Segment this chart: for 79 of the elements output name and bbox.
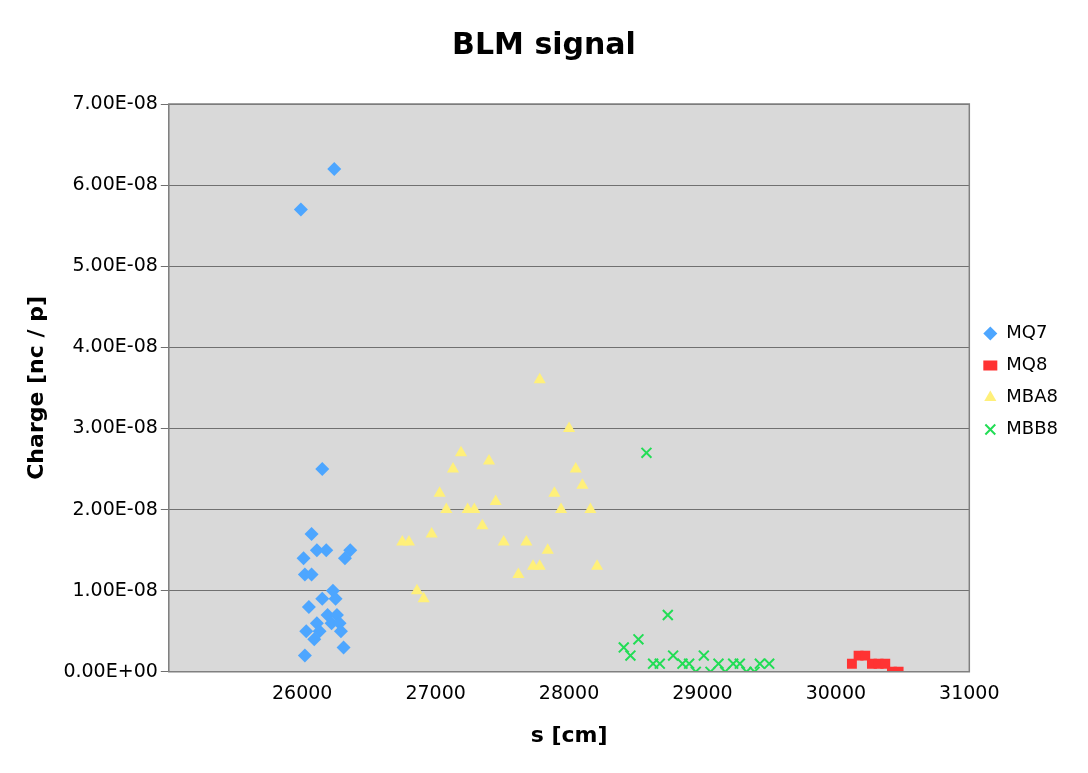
point: [440, 502, 453, 514]
point: [555, 502, 568, 514]
point: [683, 657, 696, 670]
point: [640, 446, 653, 459]
x-tick-label: 31000: [939, 681, 1000, 704]
y-tick-label: 0.00E+00: [63, 658, 158, 681]
point: [315, 591, 330, 606]
point: [676, 657, 689, 670]
point: [343, 543, 358, 558]
point: [584, 502, 597, 514]
point: [319, 543, 334, 558]
point: [712, 657, 725, 670]
point: [309, 543, 324, 558]
point: [304, 526, 319, 541]
point: [617, 641, 630, 654]
point: [591, 559, 604, 570]
point: [433, 486, 446, 497]
y-tick-label: 1.00E-08: [72, 577, 158, 600]
point: [653, 657, 666, 670]
point: [533, 372, 546, 384]
point: [482, 453, 496, 465]
point: [336, 640, 351, 655]
x-tick-label: 29000: [672, 681, 733, 704]
point: [425, 526, 438, 538]
point: [647, 657, 660, 670]
point: [753, 657, 766, 670]
y-tick-label: 6.00E-08: [72, 172, 158, 195]
point: [312, 624, 327, 639]
chart-title: BLM signal: [452, 25, 636, 61]
point: [727, 657, 740, 670]
x-tick-label: 26000: [272, 681, 333, 704]
y-tick-label: 7.00E-08: [72, 90, 158, 113]
x-tick-label: 28000: [538, 681, 600, 704]
point: [846, 658, 857, 669]
legend-label: MBA8: [1006, 385, 1058, 407]
point: [624, 649, 637, 662]
legend-label: MQ8: [1006, 353, 1048, 375]
point: [569, 462, 582, 473]
point: [410, 583, 424, 595]
point: [576, 478, 589, 489]
y-tick-label: 2.00E-08: [72, 496, 158, 519]
point: [307, 632, 322, 647]
point: [512, 567, 525, 578]
point: [301, 599, 316, 614]
point: [476, 518, 489, 530]
point: [661, 609, 674, 621]
point: [860, 650, 871, 661]
point: [299, 624, 314, 639]
point: [563, 421, 576, 432]
y-tick-label: 5.00E-08: [72, 253, 158, 276]
point: [541, 543, 554, 554]
point: [497, 535, 510, 546]
point: [446, 462, 460, 473]
point: [454, 445, 468, 457]
legend-label: MQ7: [1006, 321, 1048, 343]
point: [296, 551, 311, 566]
point: [632, 633, 645, 646]
point: [548, 486, 561, 497]
point: [337, 551, 352, 566]
point: [417, 591, 430, 603]
y-axis-title: Charge [nc / p]: [22, 296, 48, 480]
point: [489, 494, 502, 505]
x-axis-title: s [cm]: [530, 721, 608, 747]
point: [328, 591, 343, 606]
point: [402, 535, 416, 546]
y-tick-label: 4.00E-08: [72, 334, 158, 357]
point: [697, 649, 710, 662]
point: [533, 559, 546, 570]
point: [520, 535, 533, 546]
x-tick-label: 27000: [405, 681, 466, 704]
legend-label: MBB8: [1006, 417, 1059, 439]
x-tick-label: 30000: [805, 681, 867, 704]
y-tick-label: 3.00E-08: [72, 415, 158, 438]
point: [880, 658, 891, 669]
point: [297, 648, 312, 663]
point: [333, 624, 348, 639]
point: [763, 657, 776, 670]
point: [667, 649, 680, 662]
point: [733, 657, 746, 670]
